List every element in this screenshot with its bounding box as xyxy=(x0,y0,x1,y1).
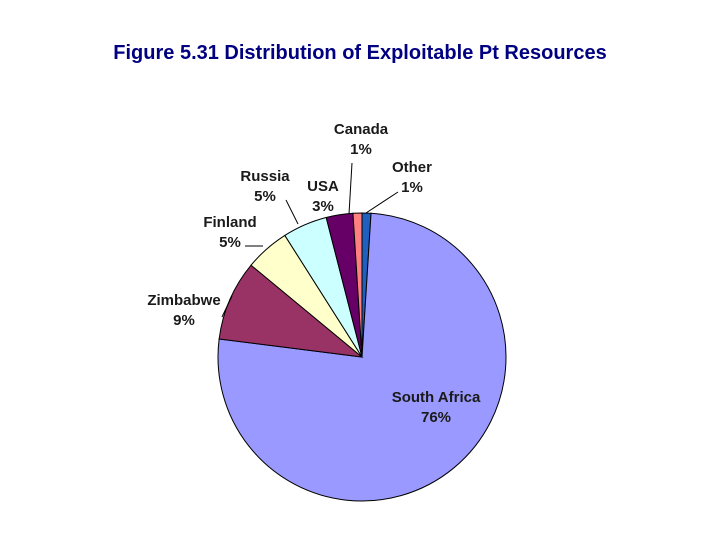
leader-line-canada xyxy=(348,162,353,215)
slice-value-russia: 5% xyxy=(254,188,276,205)
leader-line-russia xyxy=(285,199,299,225)
slice-name-zimbabwe: Zimbabwe xyxy=(147,292,220,309)
pie-slice-canada xyxy=(352,212,363,358)
slice-name-south-africa: South Africa xyxy=(392,389,481,406)
slice-value-canada: 1% xyxy=(350,141,372,158)
leader-line-zimbabwe xyxy=(221,295,233,318)
slice-value-usa: 3% xyxy=(312,198,334,215)
slice-name-canada: Canada xyxy=(334,121,389,138)
slice-value-finland: 5% xyxy=(219,234,241,251)
slice-name-other: Other xyxy=(392,159,432,176)
slice-value-south-africa: 76% xyxy=(421,409,451,426)
slice-name-finland: Finland xyxy=(203,214,256,231)
leader-line-other xyxy=(365,191,399,214)
chart-title: Figure 5.31 Distribution of Exploitable … xyxy=(113,42,607,64)
slice-value-other: 1% xyxy=(401,179,423,196)
slice-value-zimbabwe: 9% xyxy=(173,312,195,329)
slice-name-russia: Russia xyxy=(240,168,290,185)
slice-name-usa: USA xyxy=(307,178,339,195)
